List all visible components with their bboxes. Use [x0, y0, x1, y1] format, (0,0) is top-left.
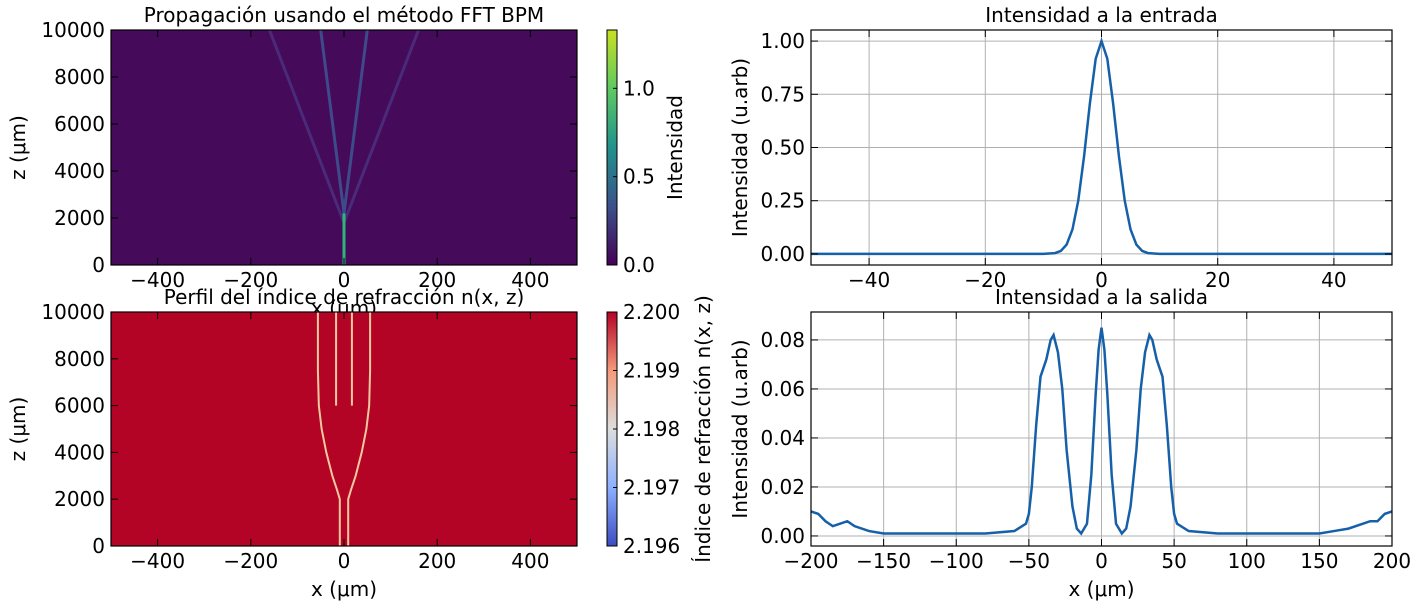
- x-tick-label: 400: [511, 268, 549, 292]
- field: [111, 312, 577, 546]
- x-axis-label: x (μm): [1068, 577, 1134, 601]
- field-line: [342, 30, 420, 224]
- chart-title: Perfil del índice de refracción n(x, z): [164, 285, 525, 309]
- y-tick-label: 1.00: [760, 29, 805, 53]
- x-tick-label: −400: [130, 268, 185, 292]
- colorbar-tick-label: 1.0: [623, 76, 655, 100]
- y-tick-label: 6000: [54, 112, 105, 136]
- x-tick-label: −400: [130, 549, 185, 573]
- x-tick-label: 100: [1228, 549, 1266, 573]
- y-tick-label: 0: [92, 534, 105, 558]
- colorbar-tick-label: 2.196: [623, 534, 680, 558]
- x-tick-label: 40: [1321, 268, 1346, 292]
- y-tick-label: 2000: [54, 206, 105, 230]
- y-tick-label: 0.00: [760, 524, 805, 548]
- y-tick-label: 0.08: [760, 328, 805, 352]
- x-tick-label: −150: [856, 549, 911, 573]
- x-tick-label: 200: [418, 268, 456, 292]
- colorbar-tick-label: 2.199: [623, 359, 680, 383]
- y-tick-label: 4000: [54, 159, 105, 183]
- y-tick-label: 0.04: [760, 426, 805, 450]
- colorbar-tick-label: 0.5: [623, 165, 655, 189]
- chart-title: Propagación usando el método FFT BPM: [144, 3, 544, 27]
- plot-area: [811, 327, 1392, 536]
- x-tick-label: 200: [418, 549, 456, 573]
- data-line: [811, 37, 1392, 256]
- y-tick-label: 2000: [54, 487, 105, 511]
- colorbar: [606, 29, 618, 266]
- y-axis-label: z (μm): [6, 397, 30, 462]
- x-tick-label: −40: [848, 268, 890, 292]
- x-tick-label: −20: [964, 268, 1006, 292]
- y-tick-label: 0.02: [760, 475, 805, 499]
- chart-title: Intensidad a la salida: [995, 285, 1208, 309]
- x-tick-label: −200: [784, 549, 839, 573]
- x-tick-label: 50: [1161, 549, 1186, 573]
- y-tick-label: 6000: [54, 394, 105, 418]
- x-tick-label: −200: [223, 268, 278, 292]
- x-tick-label: 20: [1205, 268, 1230, 292]
- field-line: [347, 312, 372, 546]
- x-axis-label: x (μm): [311, 577, 377, 601]
- plot-area: [811, 37, 1392, 256]
- x-tick-label: −100: [929, 549, 984, 573]
- x-tick-label: 200: [1373, 549, 1411, 573]
- colorbar-tick-label: 0.0: [623, 253, 655, 277]
- x-tick-label: 400: [511, 549, 549, 573]
- y-tick-label: 10000: [41, 18, 105, 42]
- x-tick-label: −200: [223, 549, 278, 573]
- y-tick-label: 0.06: [760, 377, 805, 401]
- x-tick-label: −50: [1008, 549, 1050, 573]
- field-line: [316, 312, 341, 546]
- y-tick-label: 0.50: [760, 136, 805, 160]
- colorbar-tick-label: 2.200: [623, 300, 680, 324]
- x-tick-label: 150: [1300, 549, 1338, 573]
- y-tick-label: 0: [92, 253, 105, 277]
- field-line: [319, 30, 346, 214]
- y-tick-label: 8000: [54, 65, 105, 89]
- x-tick-label: 0: [338, 549, 351, 573]
- x-tick-label: 0: [338, 268, 351, 292]
- y-tick-label: 0.75: [760, 82, 805, 106]
- y-tick-label: 8000: [54, 347, 105, 371]
- y-axis-label: Intensidad (u.arb): [728, 339, 752, 518]
- field-line: [342, 30, 369, 214]
- y-tick-label: 4000: [54, 440, 105, 464]
- plot-area: [111, 30, 577, 265]
- data-line: [811, 327, 1392, 536]
- y-axis-label: Intensidad (u.arb): [728, 58, 752, 237]
- chart-title: Intensidad a la entrada: [985, 3, 1217, 27]
- colorbar-label: Índice de refracción n(x, z): [691, 295, 715, 563]
- colorbar-tick-label: 2.198: [623, 417, 680, 441]
- y-tick-label: 0.00: [760, 242, 805, 266]
- y-tick-label: 10000: [41, 300, 105, 324]
- y-axis-label: z (μm): [6, 115, 30, 180]
- field-line: [268, 30, 346, 224]
- x-tick-label: 0: [1095, 268, 1108, 292]
- y-tick-label: 0.25: [760, 189, 805, 213]
- colorbar-tick-label: 2.197: [623, 476, 680, 500]
- plot-area: [111, 312, 577, 546]
- colorbar-label: Intensidad: [663, 95, 687, 200]
- x-tick-label: 0: [1095, 549, 1108, 573]
